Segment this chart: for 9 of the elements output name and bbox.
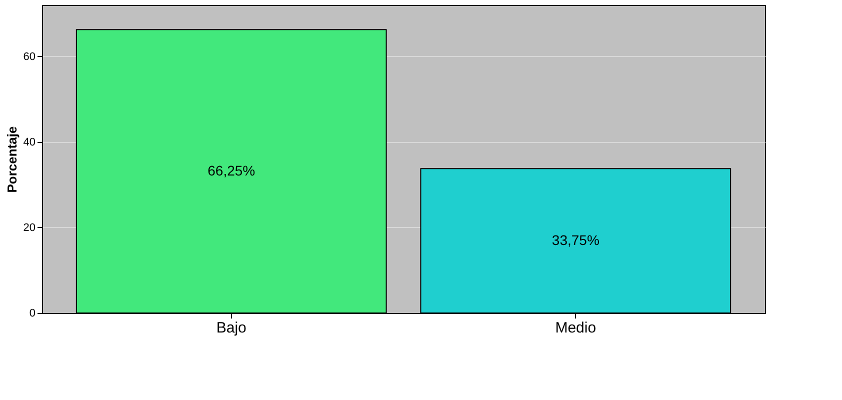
y-tick-label: 0 xyxy=(29,308,36,320)
data-label: 33,75% xyxy=(552,232,600,248)
x-tick-label: Bajo xyxy=(216,320,246,336)
y-axis-title: Porcentaje xyxy=(4,126,20,193)
x-tick-label: Medio xyxy=(555,320,596,336)
data-label: 66,25% xyxy=(208,162,256,178)
y-tick-label: 40 xyxy=(23,136,36,148)
y-tick-label: 60 xyxy=(23,50,36,63)
y-tick-label: 20 xyxy=(23,222,36,234)
